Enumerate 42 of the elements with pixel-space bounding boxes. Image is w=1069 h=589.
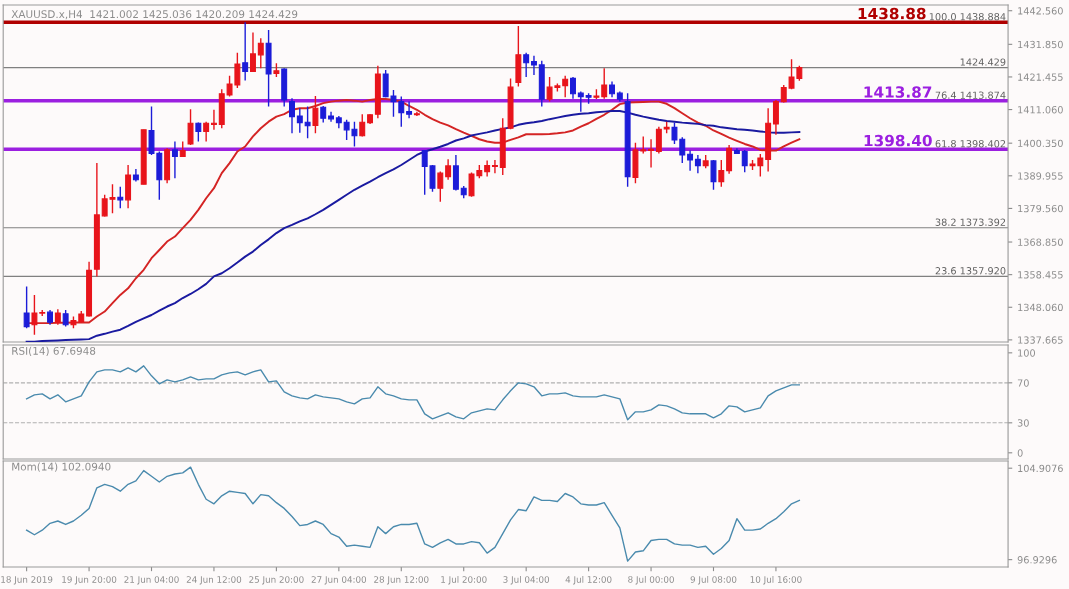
ref-line-label: 1438.88 bbox=[858, 7, 926, 20]
ref-line-label: 1398.40 bbox=[864, 134, 932, 147]
x-tick-label: 21 Jun 04:00 bbox=[124, 576, 179, 585]
x-tick-label: 9 Jul 08:00 bbox=[690, 576, 737, 585]
y-tick-label: 30 bbox=[1017, 419, 1029, 427]
y-tick-label: 96.9296 bbox=[1017, 556, 1057, 564]
ref-line-label: 1413.87 bbox=[864, 86, 932, 98]
y-tick-label: 70 bbox=[1017, 379, 1029, 387]
chart-title: XAUUSD.x,H4 1421.002 1425.036 1420.209 1424.429 bbox=[11, 10, 298, 20]
y-tick-label: 1421.455 bbox=[1018, 73, 1063, 81]
y-tick-label: 0 bbox=[1017, 449, 1023, 457]
y-tick-label: 1431.850 bbox=[1018, 40, 1063, 49]
chart-title: RSI(14) 67.6948 bbox=[12, 346, 96, 357]
y-tick-label: 1337.665 bbox=[1018, 336, 1063, 344]
y-tick-label: 100 bbox=[1018, 349, 1036, 357]
ref-line-label: 1424.429 bbox=[960, 58, 1006, 66]
y-tick-label: 1442.560 bbox=[1018, 7, 1063, 15]
x-tick-label: 27 Jun 04:00 bbox=[311, 576, 367, 585]
x-tick-label: 4 Jul 12:00 bbox=[565, 576, 612, 585]
x-tick-label: 25 Jun 20:00 bbox=[249, 576, 304, 585]
x-tick-label: 24 Jun 12:00 bbox=[186, 576, 242, 585]
annotation: 100.0 1438.884 bbox=[929, 13, 1006, 21]
annotation: 61.8 1398.402 bbox=[935, 140, 1006, 148]
x-tick-label: 28 Jun 12:00 bbox=[374, 576, 429, 585]
x-tick-label: 3 Jul 04:00 bbox=[503, 576, 550, 585]
y-tick-label: 1348.060 bbox=[1018, 303, 1063, 312]
y-tick-label: 1411.060 bbox=[1018, 106, 1063, 114]
annotation: 23.6 1357.920 bbox=[935, 267, 1006, 275]
y-tick-label: 104.9076 bbox=[1018, 464, 1063, 473]
y-tick-label: 1368.850 bbox=[1018, 238, 1063, 246]
y-tick-label: 1379.560 bbox=[1018, 204, 1063, 213]
y-tick-label: 1389.955 bbox=[1018, 172, 1063, 180]
y-tick-label: 1358.455 bbox=[1018, 271, 1063, 279]
annotation: 76.4 1413.874 bbox=[935, 91, 1006, 99]
x-tick-label: 18 Jun 2019 bbox=[1, 576, 53, 585]
x-tick-label: 19 Jun 20:00 bbox=[62, 576, 117, 585]
chart-title: Mom(14) 102.0940 bbox=[12, 462, 111, 472]
x-tick-label: 8 Jul 00:00 bbox=[628, 576, 674, 585]
annotation: 38.2 1373.392 bbox=[935, 218, 1006, 226]
x-tick-label: 10 Jul 16:00 bbox=[750, 576, 802, 585]
x-tick-label: 1 Jul 20:00 bbox=[441, 576, 487, 585]
y-tick-label: 1400.350 bbox=[1018, 139, 1063, 148]
